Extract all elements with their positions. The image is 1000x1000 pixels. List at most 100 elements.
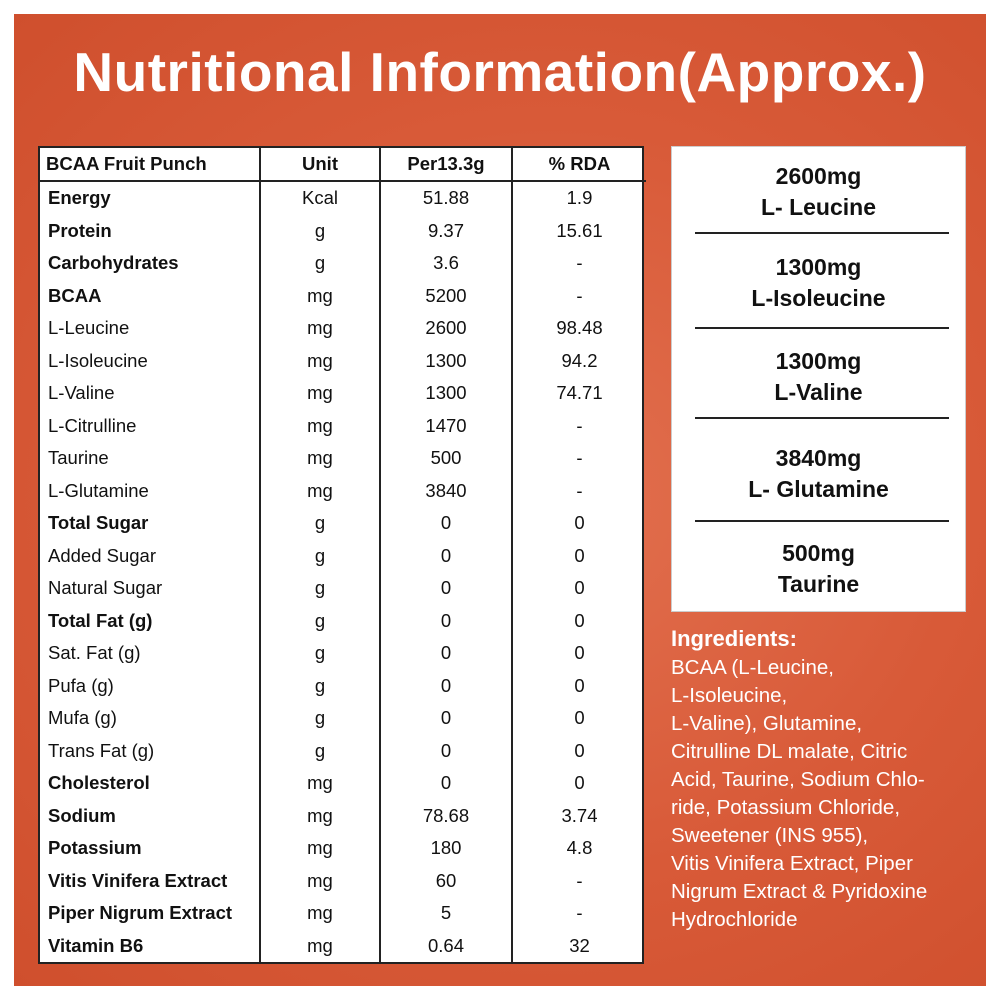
ingredients-line: BCAA (L-Leucine, [671,656,834,679]
table-row: Trans Fat (g) g 0 0 [40,734,646,767]
nutrient-name: Natural Sugar [48,577,163,599]
nutrient-per-serving: 3840 [379,474,512,507]
nutrient-rda: 32 [511,929,646,962]
nutrient-rda: - [511,474,646,507]
column-header-per-serving: Per13.3g [379,148,512,182]
nutrient-per-serving: 500 [379,442,512,475]
nutrient-name: Sat. Fat (g) [48,642,141,664]
highlight-item: 500mg Taurine [672,538,965,600]
column-header-rda: % RDA [511,148,646,182]
nutrient-rda: 1.9 [511,181,646,215]
nutrient-name: L-Leucine [48,317,130,339]
nutrient-rda: 94.2 [511,344,646,377]
nutrient-per-serving: 78.68 [379,799,512,832]
nutrient-name: Trans Fat (g) [48,739,155,761]
highlight-name: L-Isoleucine [751,285,886,311]
nutrient-name: Total Sugar [48,512,149,534]
nutrient-rows: Energy Kcal 51.88 1.9 Protein g 9.37 15.61 Carbo… [40,181,646,962]
nutrient-name: L-Glutamine [48,479,149,501]
highlight-item: 3840mg L- Glutamine [672,443,965,505]
nutrient-name: Carbohydrates [48,252,179,274]
table-row: Cholesterol mg 0 0 [40,767,646,800]
nutrient-unit: g [259,247,380,280]
nutrient-unit: mg [259,864,380,897]
nutrient-per-serving: 0 [379,767,512,800]
nutrient-unit: mg [259,832,380,865]
table-row: Mufa (g) g 0 0 [40,702,646,735]
nutrient-per-serving: 51.88 [379,181,512,215]
nutrient-unit: mg [259,409,380,442]
ingredients-line: Sweetener (INS 955), [671,824,869,847]
nutrient-rda: - [511,864,646,897]
nutrient-rda: 3.74 [511,799,646,832]
nutrient-name: Vitamin B6 [48,934,144,956]
nutrient-rda: 0 [511,767,646,800]
nutrient-name: Potassium [48,837,142,859]
nutrient-rda: - [511,442,646,475]
page-title: Nutritional Information(Approx.) [73,41,927,103]
ingredients-line: Acid, Taurine, Sodium Chlo- [671,768,925,791]
table-row: Piper Nigrum Extract mg 5- [40,897,646,930]
highlight-name: Taurine [777,571,860,597]
nutrient-unit: mg [259,442,380,475]
ingredients-heading: Ingredients: [671,626,797,651]
divider [695,327,949,329]
nutrition-table: BCAA Fruit Punch Unit Per13.3g % RDA Ene… [38,146,646,964]
nutrient-unit: mg [259,799,380,832]
divider [695,417,949,419]
highlight-amount: 3840mg [775,445,862,471]
nutrient-per-serving: 0 [379,669,512,702]
ingredients-line: Citrulline DL malate, Citric [671,740,908,763]
nutrient-unit: mg [259,279,380,312]
highlight-item: 1300mg L-Valine [672,346,965,408]
table-row: L-Glutamine mg 3840- [40,474,646,507]
nutrient-unit: mg [259,897,380,930]
nutrient-rda: 0 [511,702,646,735]
divider [695,232,949,234]
nutrient-rda: 98.48 [511,312,646,345]
ingredients-line: L-Isoleucine, [671,684,788,707]
table-row: Added Sugar g 0 0 [40,539,646,572]
nutrient-name: Sodium [48,804,116,826]
table-row: Total Fat (g) g 0 0 [40,604,646,637]
table-row: Sat. Fat (g) g 0 0 [40,637,646,670]
highlight-amount: 2600mg [775,163,862,189]
nutrient-per-serving: 0 [379,507,512,540]
nutrient-name: BCAA [48,284,102,306]
highlight-name: L- Leucine [760,194,876,220]
nutrient-per-serving: 2600 [379,312,512,345]
nutrient-name: Piper Nigrum Extract [48,902,233,924]
nutrient-rda: 0 [511,734,646,767]
nutrient-unit: g [259,604,380,637]
nutrient-unit: mg [259,377,380,410]
nutrient-per-serving: 60 [379,864,512,897]
table-row: Protein g 9.37 15.61 [40,214,646,247]
table-row: Sodium mg 78.68 3.74 [40,799,646,832]
nutrient-rda: - [511,279,646,312]
nutrient-per-serving: 3.6 [379,247,512,280]
nutrient-per-serving: 1300 [379,377,512,410]
divider [695,520,949,522]
highlight-amount: 1300mg [775,254,862,280]
nutrient-unit: g [259,572,380,605]
nutrient-unit: g [259,669,380,702]
table-row: Pufa (g) g 0 0 [40,669,646,702]
nutrient-name: Cholesterol [48,772,150,794]
nutrient-rda: 0 [511,637,646,670]
table-row: L-Isoleucine mg 1300 94.2 [40,344,646,377]
nutrient-rda: 15.61 [511,214,646,247]
highlight-amount: 500mg [782,540,855,566]
ingredients-line: L-Valine), Glutamine, [671,712,863,735]
nutrient-rda: 0 [511,507,646,540]
nutrient-rda: 4.8 [511,832,646,865]
nutrient-rda: - [511,247,646,280]
nutrient-name: Added Sugar [48,544,157,566]
table-row: Total Sugar g 0 0 [40,507,646,540]
nutrient-unit: g [259,637,380,670]
nutrient-per-serving: 0 [379,604,512,637]
table-row: L-Leucine mg 2600 98.48 [40,312,646,345]
nutrient-unit: mg [259,474,380,507]
nutrient-per-serving: 9.37 [379,214,512,247]
highlight-name: L- Glutamine [748,476,889,502]
nutrient-name: Mufa (g) [48,707,117,729]
